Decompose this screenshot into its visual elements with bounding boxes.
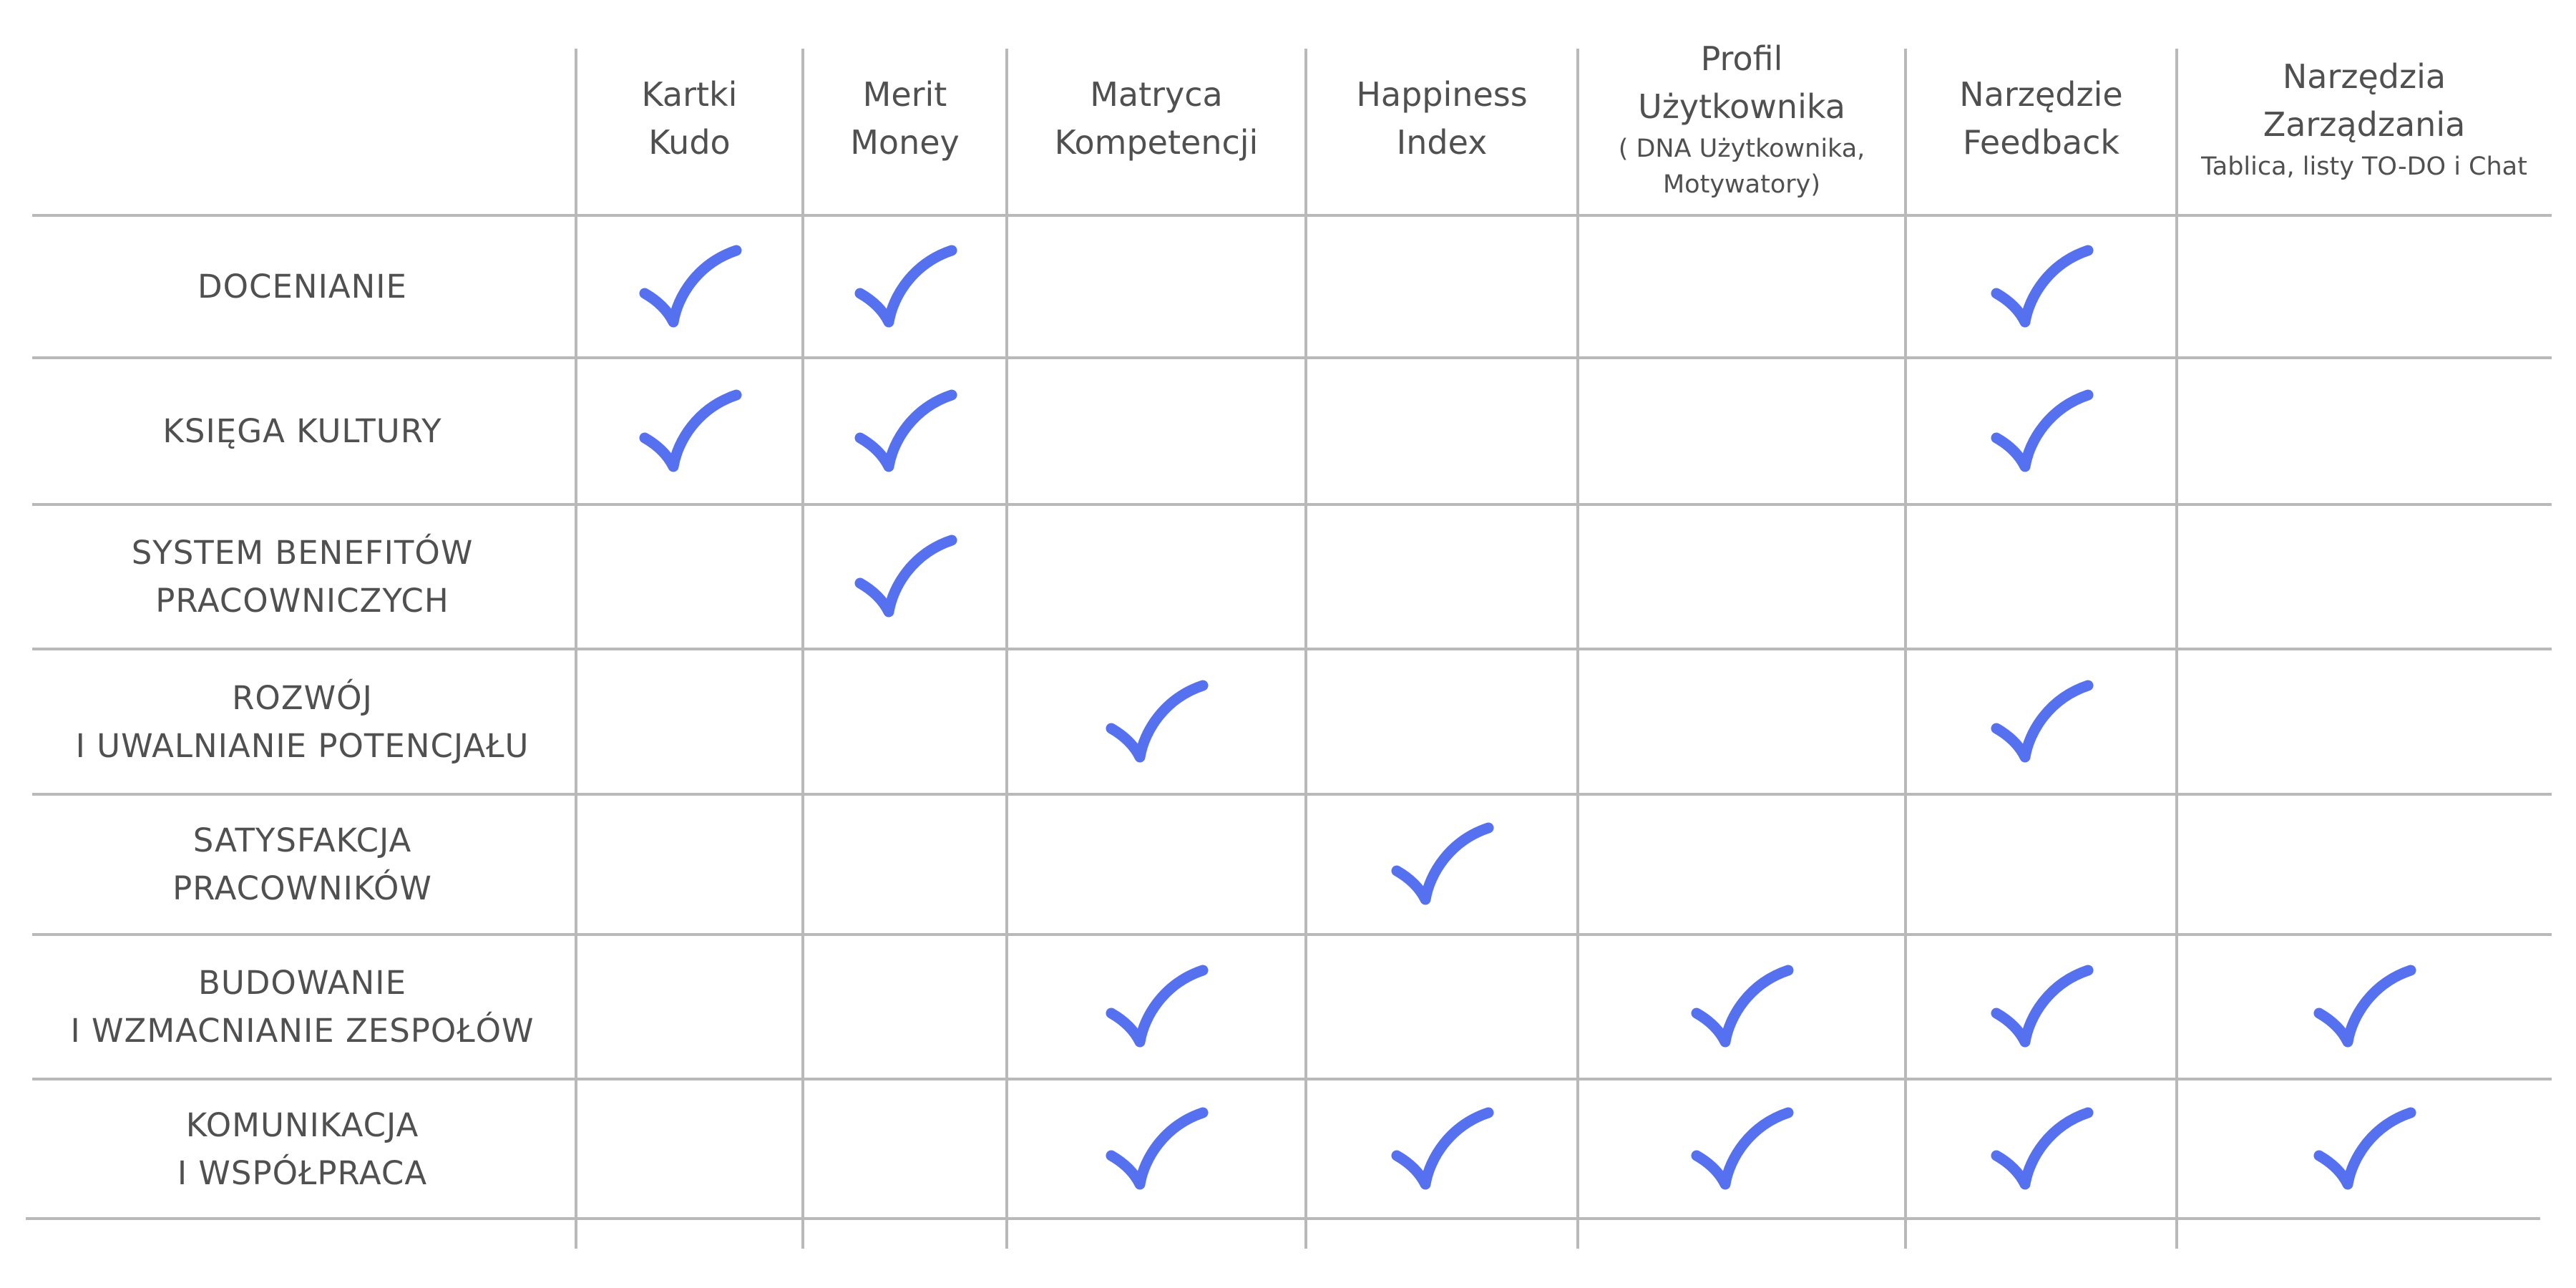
grid-row-divider [32,1078,2552,1080]
grid-row-divider [32,503,2552,506]
column-subtitle: Tablica, listy TO-DO i Chat [2201,152,2527,181]
column-title: Matryca Kompetencji [1054,74,1259,162]
row-label: DOCENIANIE [197,268,407,306]
column-header: Profil Użytkownika ( DNA Użytkownika, Mot… [1578,21,1906,215]
check-icon [1991,245,2093,327]
check-icon [1991,1107,2093,1189]
check-icon [1991,680,2093,762]
grid-row-divider [32,214,2552,217]
grid-row-divider [32,356,2552,359]
check-icon [1106,1107,1209,1189]
check-icon [1106,965,1209,1048]
check-icon [639,389,741,472]
column-header: Happiness Index [1306,21,1578,215]
row-label: KSIĘGA KULTURY [162,412,442,450]
column-subtitle: ( DNA Użytkownika, Motywatory) [1618,134,1865,199]
check-icon [1691,965,1794,1048]
column-header: Matryca Kompetencji [1007,21,1306,215]
check-icon [854,389,957,472]
check-icon [639,245,741,327]
check-icon [2313,1107,2416,1189]
row-label: ROZWÓJ I UWALNIANIE POTENCJAŁU [75,678,530,765]
row-label: KOMUNIKACJA I WSPÓŁPRACA [177,1106,428,1192]
row-label: SATYSFAKCJA PRACOWNIKÓW [172,821,432,907]
column-title: Narzędzia Zarządzania [2263,57,2466,144]
check-icon [1691,1107,1794,1189]
check-icon [1391,822,1494,905]
column-title: Merit Money [850,74,960,162]
column-header: Narzędzia Zarządzania Tablica, listy TO-D… [2177,21,2552,215]
check-icon [854,245,957,327]
check-icon [1991,389,2093,472]
column-header: Narzędzie Feedback [1906,21,2177,215]
check-icon [2313,965,2416,1048]
column-header: Kartki Kudo [576,21,803,215]
grid-row-divider [32,648,2552,650]
column-title: Kartki Kudo [641,74,738,162]
check-icon [1991,965,2093,1048]
column-title: Profil Użytkownika [1638,39,1845,126]
row-label: SYSTEM BENEFITÓW PRACOWNICZYCH [131,534,474,620]
column-title: Happiness Index [1356,74,1528,162]
grid-row-divider [32,793,2552,796]
check-icon [854,535,957,618]
grid-row-divider [32,933,2552,936]
column-header: Merit Money [803,21,1007,215]
check-icon [1391,1107,1494,1189]
grid-row-divider [26,1217,2540,1220]
row-label: BUDOWANIE I WZMACNIANIE ZESPOŁÓW [70,964,535,1050]
column-title: Narzędzie Feedback [1959,74,2123,162]
check-icon [1106,680,1209,762]
